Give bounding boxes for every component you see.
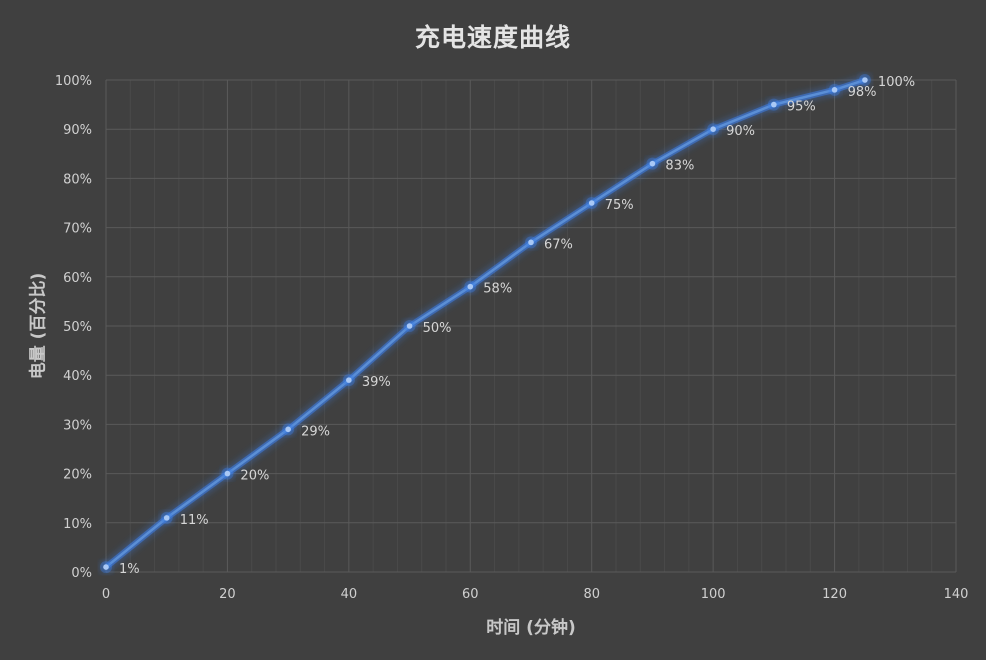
data-label: 50%: [423, 321, 452, 336]
data-point-marker: [831, 87, 838, 93]
data-point-marker: [285, 426, 291, 433]
x-tick-label: 140: [944, 587, 969, 602]
y-tick-label: 70%: [63, 222, 92, 237]
data-label: 83%: [665, 159, 694, 174]
x-tick-label: 40: [341, 587, 358, 602]
data-label: 67%: [544, 237, 573, 252]
data-point-marker: [588, 200, 595, 206]
data-label: 29%: [301, 424, 330, 439]
data-point-marker: [862, 77, 868, 83]
data-point-marker: [346, 377, 352, 383]
data-point-marker: [163, 515, 170, 521]
y-tick-label: 80%: [63, 172, 92, 187]
data-label: 90%: [726, 124, 755, 139]
data-point-marker: [103, 564, 109, 570]
y-tick-label: 30%: [63, 418, 92, 433]
chart-title: 充电速度曲线: [414, 23, 571, 52]
y-tick-label: 20%: [63, 468, 92, 483]
x-tick-label: 100: [701, 587, 726, 602]
data-labels: 1% 11% 20% 29% 39% 50% 58% 67% 75% 83% 90% 95% 98%10…: [119, 75, 915, 577]
series-glow: [104, 77, 866, 570]
y-tick-label: 50%: [63, 320, 92, 335]
data-label: 39%: [362, 375, 391, 390]
y-tick-label: 60%: [63, 271, 92, 286]
x-axis-title: 时间 (分钟): [486, 618, 576, 638]
data-label: 98%: [848, 85, 877, 100]
x-tick-label: 20: [219, 587, 236, 602]
x-axis-ticks: 0 20 40 60 80 100 120 140: [102, 587, 969, 602]
data-label: 11%: [180, 513, 209, 528]
x-tick-label: 120: [822, 587, 847, 602]
y-tick-label: 0%: [71, 566, 92, 581]
y-tick-label: 100%: [55, 74, 92, 89]
data-point-marker: [710, 126, 716, 132]
series-line: [105, 78, 866, 569]
y-axis-ticks: 0% 10% 20% 30% 40% 50% 60% 70% 80% 90% 100%: [55, 74, 92, 581]
major-gridlines: [105, 79, 957, 573]
data-label: 95%: [787, 100, 816, 115]
data-point-marker: [528, 239, 534, 246]
y-tick-label: 40%: [63, 369, 92, 384]
data-point-marker: [771, 101, 777, 108]
x-tick-label: 80: [583, 587, 600, 602]
x-tick-label: 0: [102, 587, 110, 602]
data-label: 75%: [605, 198, 634, 213]
data-point-marker: [649, 160, 656, 167]
y-tick-label: 90%: [63, 123, 92, 138]
data-point-marker: [467, 283, 474, 290]
x-tick-label: 60: [462, 587, 479, 602]
data-label: 58%: [483, 282, 512, 297]
data-label: 1%: [119, 562, 140, 577]
data-label: 20%: [240, 469, 269, 484]
data-label: 100%: [878, 75, 915, 90]
data-point-marker: [224, 470, 231, 477]
series-line: [100, 74, 871, 574]
y-tick-label: 10%: [63, 517, 92, 532]
data-point-marker: [406, 323, 413, 329]
